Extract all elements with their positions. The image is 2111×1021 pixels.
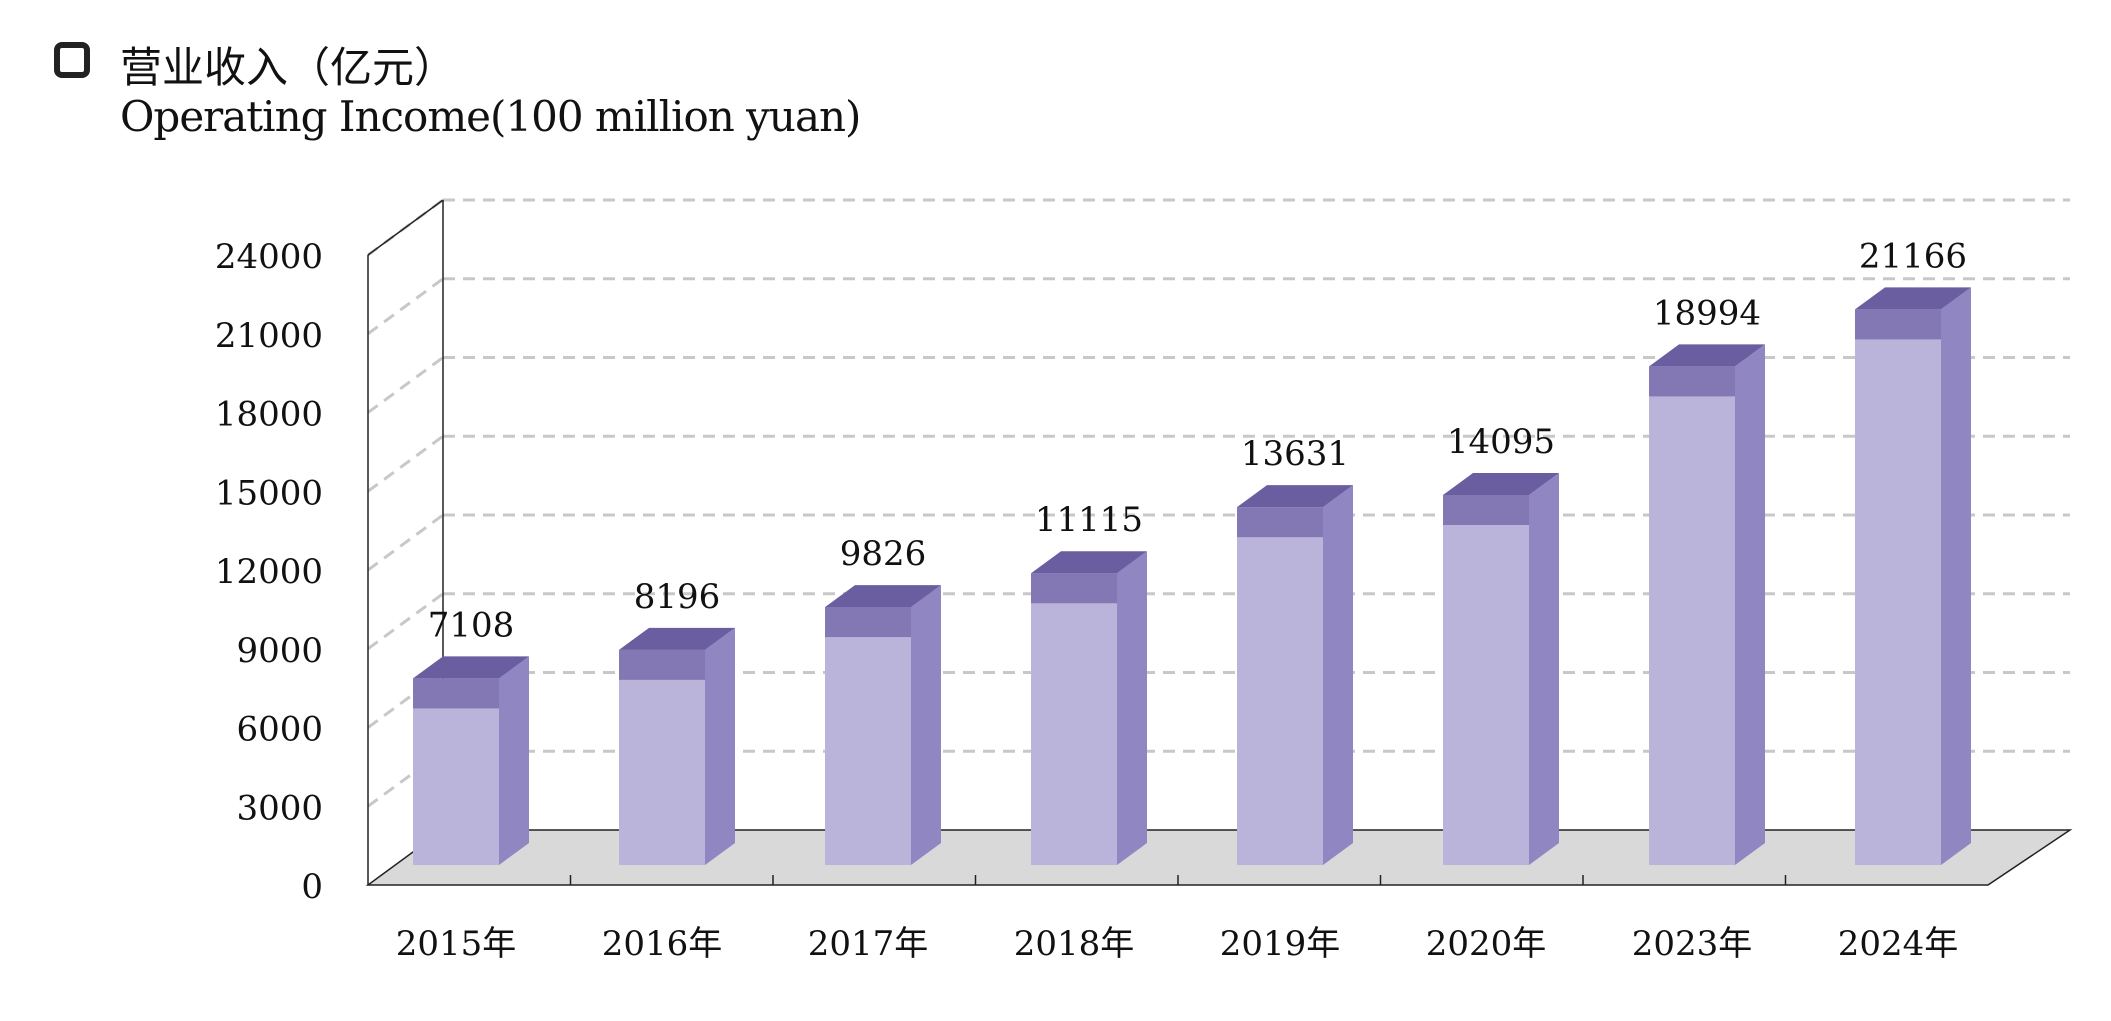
data-label: 8196 [634,577,721,617]
bar [1649,366,1735,865]
y-tick-label: 0 [301,867,323,907]
bar-top-band [619,649,705,680]
x-tick-label: 2020年 [1426,924,1547,964]
bar-side [1117,551,1147,865]
bar-side [499,656,529,865]
gridline-depth [367,592,444,650]
bar-top [1443,473,1559,496]
gridline-depth [367,671,444,729]
x-tick-label: 2017年 [808,924,929,964]
x-tick-label: 2019年 [1220,924,1341,964]
bar-top [825,585,941,608]
gridline-depth [367,513,444,572]
y-tick-label: 3000 [236,788,323,828]
bar-top-band [825,607,911,638]
bar-top [1237,485,1353,508]
x-tick-label: 2024年 [1838,924,1959,964]
data-label: 11115 [1035,500,1143,540]
bar [619,649,705,865]
y-tick-label: 18000 [215,395,323,435]
bar-top-band [413,678,499,709]
bar-side [1529,473,1559,865]
y-tick-label: 9000 [236,631,323,671]
bar-top-band [1237,507,1323,538]
data-label: 18994 [1653,293,1761,333]
y-tick-label: 15000 [215,473,323,513]
bar-side [1941,287,1971,866]
x-tick-label: 2018年 [1014,924,1135,964]
bar-top-band [1031,573,1117,604]
bar-top [1031,551,1147,574]
bar [1443,495,1529,865]
data-label: 7108 [428,605,515,645]
bar [413,678,499,865]
bar-top [1649,344,1765,367]
chart-title: 营业收入（亿元） [120,43,457,92]
bar [1031,573,1117,865]
gridline-depth [367,750,444,808]
bar-top-band [1649,366,1735,397]
y-tick-label: 6000 [236,710,323,750]
x-tick-label: 2016年 [602,924,723,964]
bar-side [705,627,735,865]
bar [1237,507,1323,865]
y-tick-label: 24000 [215,237,323,277]
x-tick-label: 2023年 [1632,924,1753,964]
data-label: 9826 [840,534,927,574]
gridline-depth [367,277,444,335]
data-label: 14095 [1447,422,1555,462]
legend-square-icon [54,42,90,78]
y-axis-top [367,199,444,256]
bar-side [1323,485,1353,865]
bar [825,607,911,865]
chart-subtitle: Operating Income(100 million yuan) [120,92,861,141]
gridline-depth [367,356,444,414]
gridline-depth [367,435,444,493]
bar-top [1855,287,1971,310]
bar-top [619,627,735,650]
data-label: 13631 [1241,434,1349,474]
bar [1855,309,1941,866]
y-tick-label: 21000 [215,316,323,356]
bar-side [911,585,941,865]
bar-top-band [1443,495,1529,526]
x-tick-label: 2015年 [396,924,517,964]
bar-side [1735,344,1765,866]
bar-top [413,656,529,679]
data-label: 21166 [1859,236,1967,276]
bar-top-band [1855,309,1941,340]
y-tick-label: 12000 [215,552,323,592]
